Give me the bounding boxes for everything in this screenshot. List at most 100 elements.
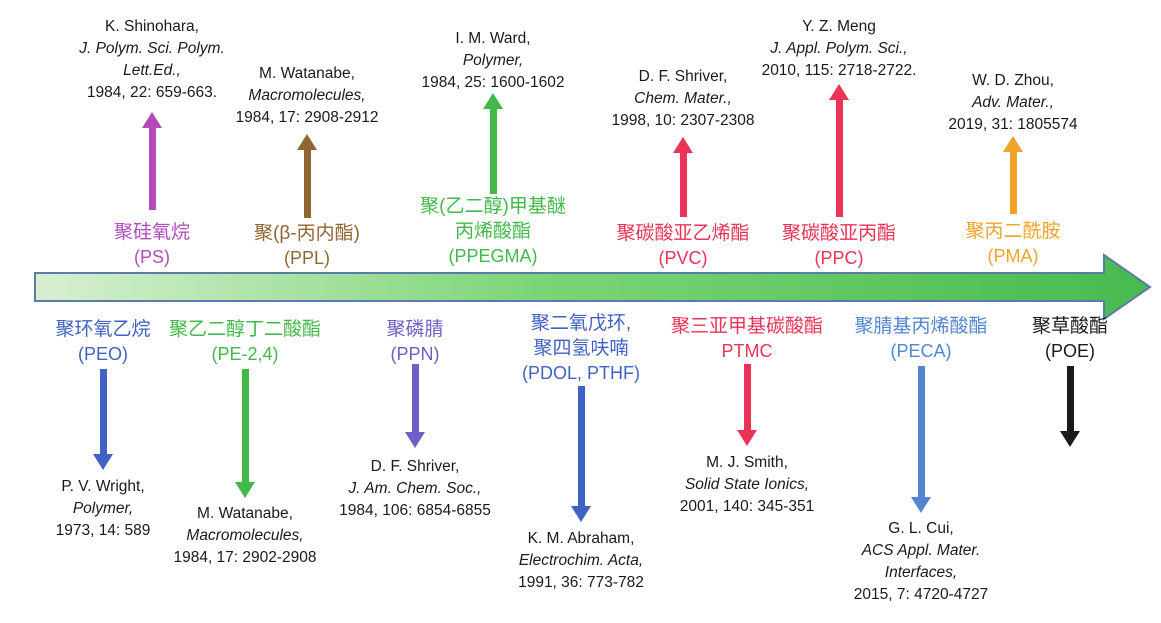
up-arrow-icon: [1003, 136, 1023, 214]
citation-line: I. M. Ward,: [455, 30, 531, 47]
arrow-shaft: [835, 100, 843, 217]
citation: M. J. Smith, Solid State Ionics, 2001, 1…: [680, 452, 814, 518]
polymer-abbr: PTMC: [721, 341, 773, 361]
citation: P. V. Wright, Polymer, 1973, 14: 589: [56, 476, 151, 542]
citation-line: P. V. Wright,: [61, 478, 145, 495]
polymer-name-zh: 聚丙二酰胺: [965, 221, 1061, 242]
arrow-head: [297, 134, 317, 150]
down-arrow-icon: [405, 364, 425, 448]
arrow-shaft: [148, 128, 156, 210]
citation-line: 1991, 36: 773-782: [518, 574, 644, 591]
citation-line: 1984, 22: 659-663.: [86, 84, 218, 101]
arrow-head: [483, 93, 503, 109]
polymer-name-zh: 聚硅氧烷: [113, 222, 191, 243]
polymer-name-zh: 聚(β-丙内酯): [254, 223, 360, 244]
polymer-label: 聚(乙二醇)甲基醚 丙烯酸酯 (PPEGMA): [420, 194, 566, 269]
right-arrow-icon: [34, 253, 1152, 321]
polymer-abbr: (PPN): [390, 344, 440, 364]
citation: W. D. Zhou, Adv. Mater., 2019, 31: 18055…: [948, 70, 1077, 136]
citation-line: 2015, 7: 4720-4727: [853, 586, 989, 603]
polymer-name-zh: 聚磷腈: [386, 319, 444, 340]
arrow-head: [829, 84, 849, 100]
arrow-head: [1060, 431, 1080, 447]
polymer-abbr: (PS): [133, 247, 170, 267]
polymer-name-zh: 聚腈基丙烯酸酯: [854, 316, 988, 337]
citation-line: J. Am. Chem. Soc.,: [348, 480, 482, 497]
arrow-head: [142, 112, 162, 128]
citation: D. F. Shriver, Chem. Mater., 1998, 10: 2…: [611, 66, 754, 132]
polymer-abbr: (PECA): [890, 341, 952, 361]
down-arrow-icon: [93, 369, 113, 470]
citation-line: Macromolecules,: [248, 87, 366, 104]
up-arrow-icon: [829, 84, 849, 217]
polymer-name-zh: 聚环氧乙烷: [55, 319, 151, 340]
polymer-name-zh: 丙烯酸酯: [454, 221, 531, 242]
citation-line: Solid State Ionics,: [684, 476, 810, 493]
arrow-head: [673, 137, 693, 153]
citation-line: 1973, 14: 589: [55, 522, 151, 539]
citation-line: Adv. Mater.,: [972, 94, 1054, 111]
polymer-name-zh: 聚碳酸亚乙烯酯: [616, 223, 750, 244]
polymer-name-zh: 聚二氧戊环,: [530, 313, 632, 334]
down-arrow-icon: [235, 369, 255, 498]
citation-line: Electrochim. Acta,: [518, 552, 644, 569]
polymer-abbr: (PVC): [658, 248, 708, 268]
polymer-abbr: (PDOL, PTHF): [521, 363, 641, 383]
polymer-label: 聚碳酸亚丙酯 (PPC): [782, 221, 896, 271]
citation: G. L. Cui, ACS Appl. Mater. Interfaces, …: [854, 518, 988, 606]
polymer-label: 聚硅氧烷 (PS): [114, 220, 190, 270]
citation-line: K. Shinohara,: [105, 18, 199, 35]
up-arrow-icon: [297, 134, 317, 218]
arrow-shaft: [743, 364, 751, 430]
citation: K. M. Abraham, Electrochim. Acta, 1991, …: [518, 528, 644, 594]
citation-line: M. J. Smith,: [706, 454, 788, 471]
polymer-label: 聚碳酸亚乙烯酯 (PVC): [616, 221, 749, 271]
polymer-abbr: (POE): [1044, 341, 1096, 361]
polymer-abbr: (PMA): [987, 246, 1039, 266]
polymer-label: 聚三亚甲基碳酸酯 PTMC: [671, 314, 823, 364]
arrow-shaft: [241, 369, 249, 482]
arrow-head: [1003, 136, 1023, 152]
citation-line: Chem. Mater.,: [634, 90, 732, 107]
citation: M. Watanabe, Macromolecules, 1984, 17: 2…: [235, 63, 378, 129]
citation-line: 2010, 115: 2718-2722.: [761, 62, 917, 79]
citation-line: G. L. Cui,: [888, 520, 954, 537]
polymer-name-zh: 聚乙二醇丁二酸酯: [168, 319, 322, 340]
down-arrow-icon: [1060, 366, 1080, 447]
polymer-label: 聚(β-丙内酯) (PPL): [254, 221, 360, 271]
citation-line: M. Watanabe,: [259, 65, 355, 82]
polymer-abbr: (PE-2,4): [211, 344, 279, 364]
citation-line: Interfaces,: [884, 564, 958, 581]
arrow-shaft: [411, 364, 419, 432]
polymer-name-zh: 聚三亚甲基碳酸酯: [670, 316, 824, 337]
citation-line: Macromolecules,: [186, 527, 304, 544]
arrow-head: [405, 432, 425, 448]
arrow-head: [235, 482, 255, 498]
citation-line: Lett.Ed.,: [123, 62, 181, 79]
polymer-label: 聚丙二酰胺 (PMA): [965, 219, 1060, 269]
arrow-head: [571, 506, 591, 522]
polymer-name-zh: 聚(乙二醇)甲基醚: [420, 196, 566, 217]
arrow-shaft: [1066, 366, 1074, 431]
citation: M. Watanabe, Macromolecules, 1984, 17: 2…: [173, 503, 316, 569]
polymer-label: 聚乙二醇丁二酸酯 (PE-2,4): [169, 317, 321, 367]
up-arrow-icon: [142, 112, 162, 210]
down-arrow-icon: [571, 386, 591, 522]
up-arrow-icon: [483, 93, 503, 194]
citation-line: 1984, 106: 6854-6855: [339, 502, 491, 519]
timeline-axis-arrow: [34, 253, 1152, 321]
arrow-shaft: [489, 109, 497, 194]
citation: Y. Z. Meng J. Appl. Polym. Sci., 2010, 1…: [762, 16, 917, 82]
arrow-shaft: [679, 153, 687, 217]
citation-line: 1984, 17: 2908-2912: [235, 109, 379, 126]
polymer-label: 聚草酸酯 (POE): [1032, 314, 1108, 364]
citation-line: J. Polym. Sci. Polym.: [79, 40, 225, 57]
citation-line: Polymer,: [72, 500, 134, 517]
polymer-abbr: (PPEGMA): [448, 246, 538, 266]
citation-line: ACS Appl. Mater.: [861, 542, 981, 559]
citation-line: J. Appl. Polym. Sci.,: [770, 40, 908, 57]
down-arrow-icon: [737, 364, 757, 446]
polymer-name-zh: 聚四氢呋喃: [533, 338, 629, 359]
arrow-shaft: [1009, 152, 1017, 214]
